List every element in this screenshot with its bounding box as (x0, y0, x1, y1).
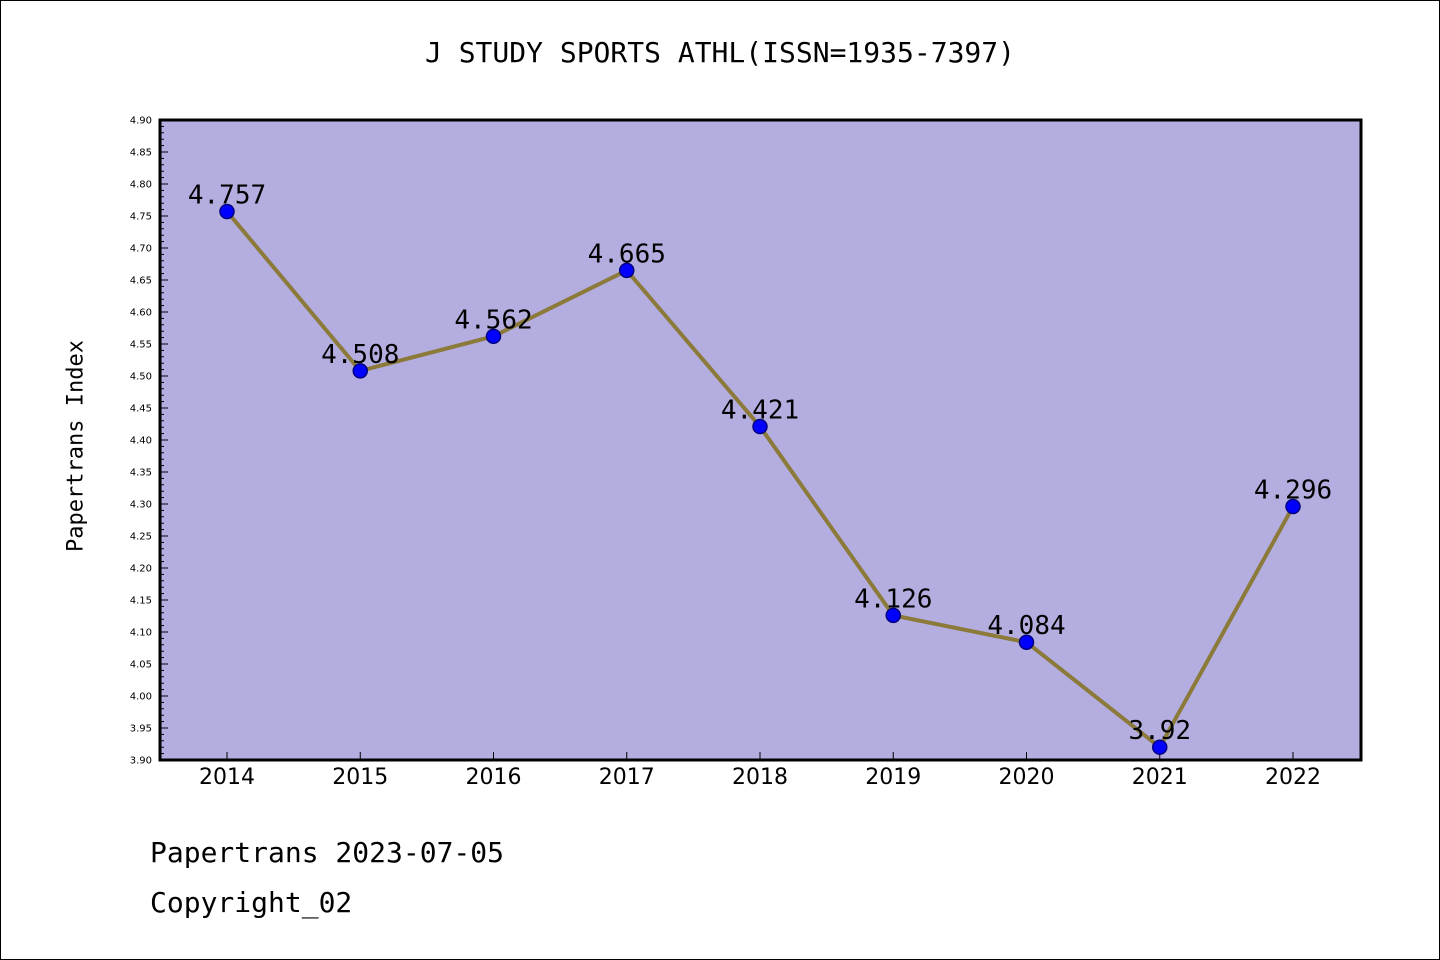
y-tick-label: 4.00 (130, 692, 152, 703)
y-tick-label: 4.20 (130, 564, 152, 575)
y-tick-label: 4.30 (130, 500, 152, 511)
y-tick-label: 4.15 (130, 596, 152, 607)
footer-date: Papertrans 2023-07-05 (150, 836, 505, 869)
y-tick-label: 4.40 (130, 436, 152, 447)
y-tick-label: 4.75 (130, 212, 152, 223)
x-tick-label: 2022 (1265, 765, 1321, 790)
data-point (219, 203, 235, 220)
x-tick-label: 2021 (1132, 765, 1188, 790)
x-tick-label: 2020 (999, 765, 1055, 790)
y-tick-label: 3.95 (130, 724, 152, 735)
data-label: 3.92 (1128, 716, 1191, 746)
y-tick-label: 4.65 (130, 276, 152, 287)
y-tick-label: 4.45 (130, 404, 152, 415)
data-label: 4.084 (987, 611, 1065, 641)
x-tick-label: 2019 (865, 765, 921, 790)
y-tick-label: 4.05 (130, 660, 152, 671)
data-label: 4.757 (188, 181, 266, 211)
data-label: 4.126 (854, 584, 932, 614)
x-tick-label: 2016 (466, 765, 522, 790)
y-tick-label: 4.55 (130, 340, 152, 351)
chart-title: J STUDY SPORTS ATHL(ISSN=1935-7397) (424, 36, 1015, 69)
data-point (1152, 739, 1168, 755)
y-tick-label: 4.80 (130, 180, 152, 191)
y-tick-label: 4.70 (130, 244, 152, 255)
x-axis-ticks: 2014 2015 2016 2017 2018 2019 2020 2021 2022 (199, 752, 1321, 790)
data-point (1285, 498, 1301, 515)
x-tick-label: 2017 (599, 765, 655, 790)
y-tick-label: 4.90 (130, 116, 152, 127)
plot-area (160, 120, 1361, 760)
data-labels-group: 4.757 4.508 4.562 4.665 4.421 4.126 4.084 3.92 4… (188, 181, 1332, 747)
y-tick-label: 4.35 (130, 468, 152, 479)
y-tick-label: 4.25 (130, 532, 152, 543)
x-tick-label: 2018 (732, 765, 788, 790)
data-point (485, 328, 502, 345)
y-tick-label: 4.50 (130, 372, 152, 383)
data-label: 4.665 (588, 239, 666, 269)
points-group (219, 203, 1301, 755)
data-point (885, 607, 901, 624)
y-tick-label: 4.10 (130, 628, 152, 639)
data-point (752, 418, 768, 435)
y-tick-label: 3.90 (130, 756, 152, 767)
y-tick-label: 4.85 (130, 148, 152, 159)
data-label: 4.296 (1254, 476, 1332, 506)
footer-copyright: Copyright_02 (150, 886, 353, 919)
y-tick-label: 4.60 (130, 308, 152, 319)
x-tick-label: 2015 (332, 765, 388, 790)
data-point (619, 262, 635, 279)
data-point (352, 363, 368, 379)
data-point (1018, 634, 1035, 650)
plot-border (158, 118, 1363, 762)
data-label: 4.421 (721, 396, 799, 426)
x-tick-label: 2014 (199, 765, 255, 790)
data-label: 4.562 (454, 305, 532, 335)
data-label: 4.508 (321, 340, 399, 370)
y-axis-ticks: 3.90 3.95 4.00 4.05 4.10 4.15 4.20 4.25 4.30 4.35… (130, 116, 168, 767)
